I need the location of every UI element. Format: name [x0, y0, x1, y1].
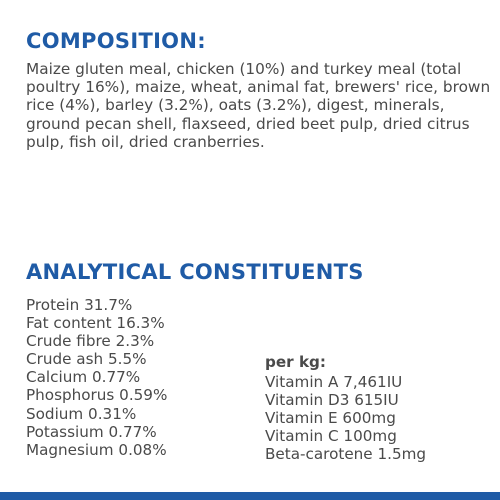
vitamin-item: Vitamin E 600mg: [265, 409, 396, 428]
constituent-item: Crude fibre 2.3%: [26, 332, 155, 351]
vitamin-item: Vitamin C 100mg: [265, 427, 397, 446]
constituent-item: Protein 31.7%: [26, 296, 133, 314]
constituent-item: Calcium 0.77%: [26, 368, 141, 387]
vitamin-item: Vitamin D3 615IU: [265, 391, 399, 410]
constituent-item: Sodium 0.31%: [26, 404, 137, 423]
constituents-list: Protein 31.7% Fat content 16.3% Crude fi…: [26, 296, 167, 459]
analytical-constituents-heading: ANALYTICAL CONSTITUENTS: [26, 260, 364, 284]
bottom-accent-bar: [0, 492, 500, 500]
constituent-item: Potassium 0.77%: [26, 422, 157, 441]
constituent-item: Fat content 16.3%: [26, 314, 165, 333]
composition-text: Maize gluten meal, chicken (10%) and tur…: [26, 60, 491, 151]
vitamin-item: Beta-carotene 1.5mg: [265, 445, 427, 464]
per-kg-title: per kg:: [265, 353, 326, 371]
composition-heading: COMPOSITION:: [26, 29, 206, 53]
vitamin-item: Vitamin A 7,461IU: [265, 373, 403, 391]
vitamins-list: Vitamin A 7,461IU Vitamin D3 615IU Vitam…: [265, 373, 426, 463]
constituent-item: Crude ash 5.5%: [26, 350, 147, 369]
constituent-item: Phosphorus 0.59%: [26, 386, 168, 405]
constituent-item: Magnesium 0.08%: [26, 440, 167, 459]
